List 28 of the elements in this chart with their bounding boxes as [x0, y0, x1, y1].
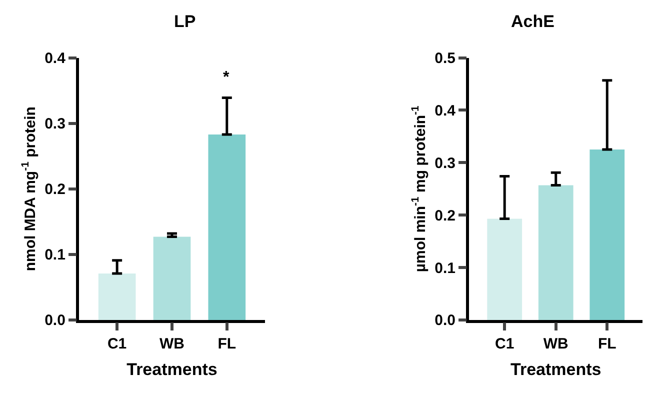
x-axis-title: Treatments [126, 360, 218, 380]
x-tick-label: FL [598, 336, 616, 353]
y-tick-label: 0.3 [44, 116, 66, 133]
y-tick-label: 0.1 [434, 260, 456, 277]
y-tick-label: 0.2 [434, 207, 456, 224]
y-tick-label: 0.0 [44, 312, 66, 330]
bar [538, 185, 574, 320]
x-tick-label: C1 [107, 336, 127, 353]
y-tick-label: 0.5 [434, 50, 456, 68]
bar [153, 236, 191, 320]
chart-title: LP [174, 12, 196, 31]
y-tick-label: 0.1 [44, 246, 66, 264]
x-tick-label: WB [543, 336, 569, 353]
x-tick-label: WB [159, 336, 185, 353]
y-tick-label: 0.4 [44, 50, 66, 68]
y-tick-label: 0.4 [434, 102, 456, 120]
bar [487, 218, 522, 320]
bar [98, 273, 136, 320]
y-tick-label: 0.0 [434, 312, 456, 330]
x-axis-title: Treatments [510, 360, 602, 380]
chart-title: AchE [511, 12, 554, 31]
bar [208, 134, 246, 320]
annotation: * [223, 69, 230, 86]
y-tick-label: 0.2 [44, 181, 66, 198]
x-tick-label: C1 [495, 336, 514, 353]
x-tick-label: FL [218, 336, 236, 353]
bar [590, 150, 625, 320]
y-tick-label: 0.3 [434, 154, 456, 172]
